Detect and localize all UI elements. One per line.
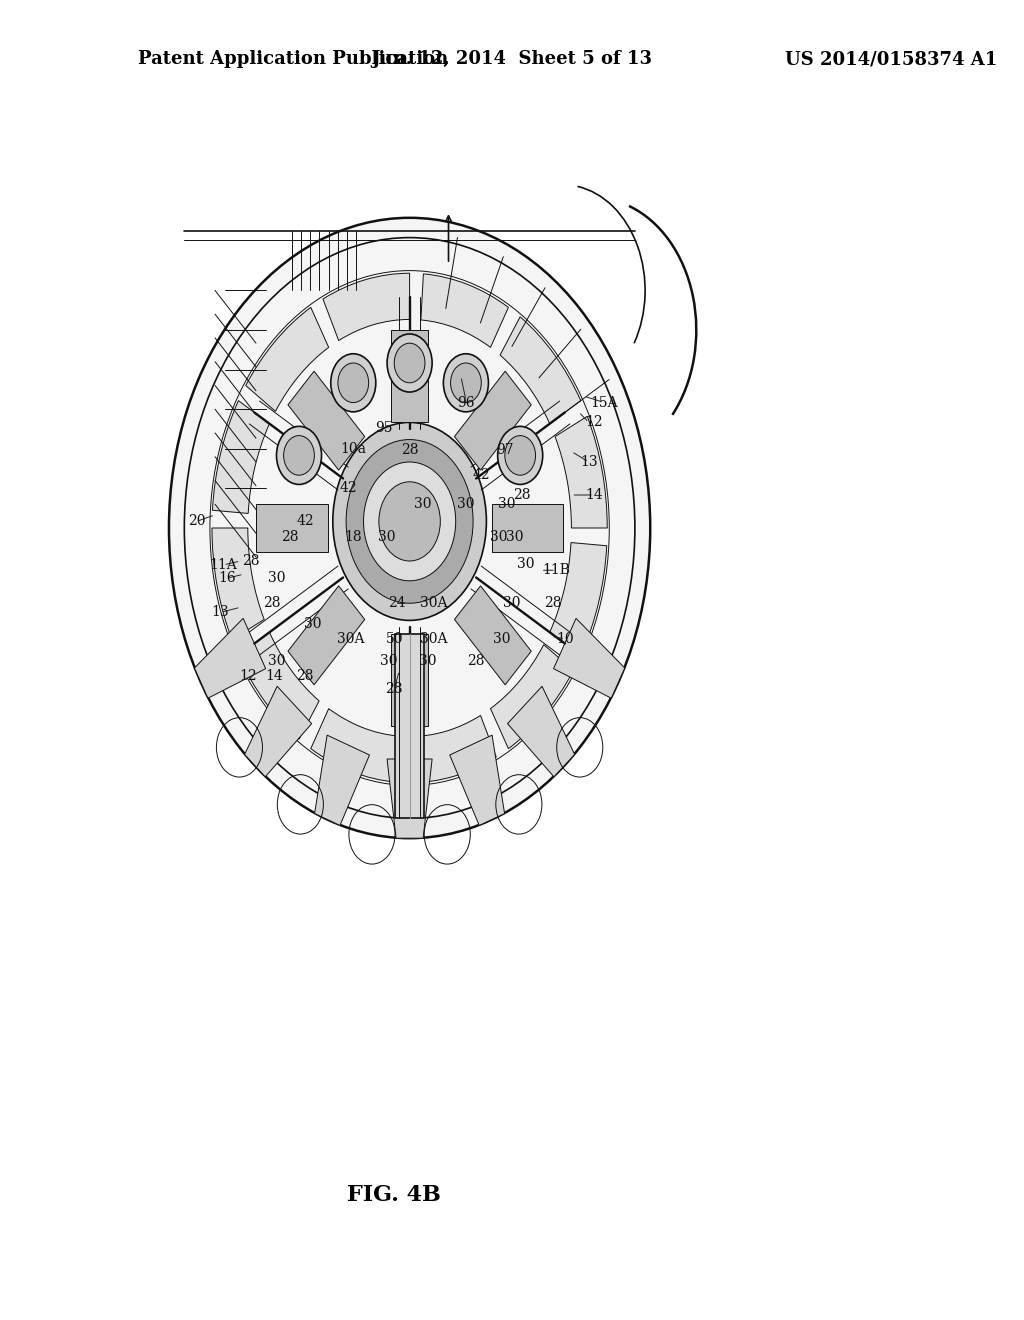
Text: FIG. 4B: FIG. 4B bbox=[347, 1184, 441, 1205]
Text: 30A: 30A bbox=[338, 632, 365, 645]
Text: 28: 28 bbox=[400, 444, 419, 457]
Text: 10: 10 bbox=[556, 632, 574, 645]
Text: 30: 30 bbox=[267, 655, 286, 668]
Polygon shape bbox=[455, 371, 531, 470]
Text: 12: 12 bbox=[239, 669, 257, 682]
Text: 28: 28 bbox=[281, 531, 299, 544]
Text: Patent Application Publication: Patent Application Publication bbox=[138, 50, 449, 69]
Text: 30: 30 bbox=[498, 498, 516, 511]
Text: 20: 20 bbox=[187, 515, 206, 528]
Text: 12: 12 bbox=[585, 416, 603, 429]
Wedge shape bbox=[500, 317, 581, 424]
Circle shape bbox=[276, 426, 322, 484]
Circle shape bbox=[364, 462, 456, 581]
Text: 42: 42 bbox=[296, 515, 314, 528]
Circle shape bbox=[451, 363, 481, 403]
Polygon shape bbox=[391, 634, 428, 726]
Text: 30: 30 bbox=[414, 498, 432, 511]
Text: 30: 30 bbox=[516, 557, 535, 570]
Wedge shape bbox=[212, 528, 264, 640]
Text: 15A: 15A bbox=[591, 396, 617, 409]
Text: 30: 30 bbox=[267, 572, 286, 585]
Circle shape bbox=[394, 343, 425, 383]
Text: 14: 14 bbox=[265, 669, 284, 682]
Wedge shape bbox=[323, 273, 410, 341]
Circle shape bbox=[379, 482, 440, 561]
Polygon shape bbox=[508, 686, 574, 777]
Text: 28: 28 bbox=[544, 597, 562, 610]
Circle shape bbox=[331, 354, 376, 412]
Circle shape bbox=[284, 436, 314, 475]
Wedge shape bbox=[421, 273, 509, 347]
Polygon shape bbox=[256, 504, 328, 552]
Text: 28: 28 bbox=[296, 669, 314, 682]
Text: US 2014/0158374 A1: US 2014/0158374 A1 bbox=[784, 50, 997, 69]
FancyBboxPatch shape bbox=[395, 634, 424, 818]
Text: 11A: 11A bbox=[209, 558, 238, 572]
Text: 30: 30 bbox=[419, 655, 437, 668]
Circle shape bbox=[505, 436, 536, 475]
Text: 50: 50 bbox=[385, 632, 403, 645]
Text: 16: 16 bbox=[218, 572, 237, 585]
Circle shape bbox=[338, 363, 369, 403]
Text: 24: 24 bbox=[388, 597, 407, 610]
Text: 28: 28 bbox=[385, 682, 403, 696]
Text: 28: 28 bbox=[242, 554, 260, 568]
Text: 97: 97 bbox=[496, 444, 514, 457]
Polygon shape bbox=[288, 371, 365, 470]
Polygon shape bbox=[554, 618, 625, 698]
Wedge shape bbox=[310, 709, 398, 783]
Text: 30: 30 bbox=[378, 531, 396, 544]
Polygon shape bbox=[195, 618, 265, 698]
Text: 28: 28 bbox=[467, 655, 485, 668]
Polygon shape bbox=[245, 686, 311, 777]
Text: 18: 18 bbox=[344, 531, 362, 544]
Circle shape bbox=[498, 426, 543, 484]
Wedge shape bbox=[550, 543, 607, 656]
Text: 42: 42 bbox=[339, 482, 357, 495]
Text: 28: 28 bbox=[262, 597, 281, 610]
Polygon shape bbox=[387, 759, 432, 838]
Wedge shape bbox=[410, 715, 497, 783]
Polygon shape bbox=[288, 586, 365, 685]
Circle shape bbox=[387, 334, 432, 392]
Wedge shape bbox=[555, 416, 607, 528]
Text: 30: 30 bbox=[506, 531, 524, 544]
Text: 30: 30 bbox=[303, 618, 322, 631]
Circle shape bbox=[346, 440, 473, 603]
Wedge shape bbox=[246, 308, 329, 412]
Text: 28: 28 bbox=[513, 488, 531, 502]
Circle shape bbox=[443, 354, 488, 412]
Polygon shape bbox=[455, 586, 531, 685]
Text: 14: 14 bbox=[585, 488, 603, 502]
Text: Jun. 12, 2014  Sheet 5 of 13: Jun. 12, 2014 Sheet 5 of 13 bbox=[372, 50, 652, 69]
Wedge shape bbox=[239, 632, 319, 739]
Wedge shape bbox=[490, 644, 573, 748]
Text: 10a: 10a bbox=[340, 442, 367, 455]
Circle shape bbox=[333, 422, 486, 620]
Circle shape bbox=[169, 218, 650, 838]
Polygon shape bbox=[391, 330, 428, 422]
Text: 30A: 30A bbox=[421, 632, 447, 645]
Text: 30A: 30A bbox=[421, 597, 447, 610]
Polygon shape bbox=[314, 735, 370, 825]
Text: 13: 13 bbox=[211, 606, 229, 619]
Text: 30: 30 bbox=[457, 498, 475, 511]
Text: 30: 30 bbox=[503, 597, 521, 610]
Text: 42: 42 bbox=[472, 469, 490, 482]
Text: 30: 30 bbox=[493, 632, 511, 645]
Text: 95: 95 bbox=[375, 421, 393, 434]
Text: 96: 96 bbox=[457, 396, 475, 409]
Polygon shape bbox=[450, 735, 505, 825]
Text: 13: 13 bbox=[580, 455, 598, 469]
Text: 30: 30 bbox=[489, 531, 508, 544]
Text: 30: 30 bbox=[380, 655, 398, 668]
Polygon shape bbox=[492, 504, 563, 552]
Text: 11B: 11B bbox=[542, 564, 570, 577]
Wedge shape bbox=[212, 401, 269, 513]
